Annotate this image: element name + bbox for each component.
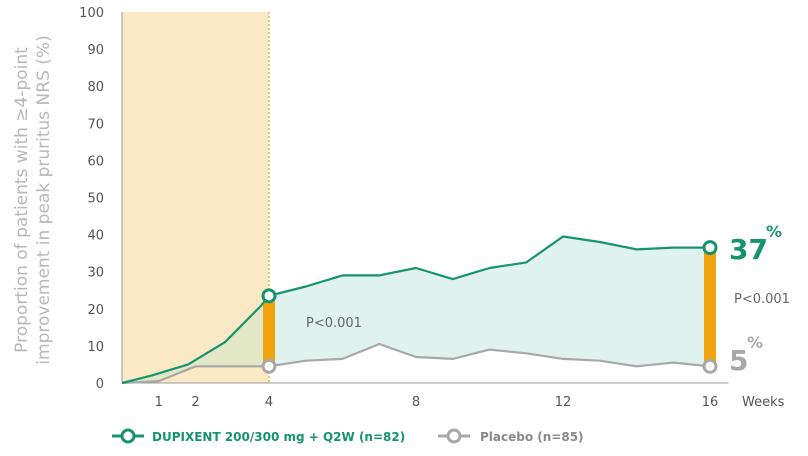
difference-area-early <box>122 295 269 383</box>
legend-label-dupixent: DUPIXENT 200/300 mg + Q2W (n=82) <box>152 430 405 444</box>
marker-placebo-week-16 <box>702 358 718 374</box>
difference-bar-week-16 <box>704 247 716 367</box>
difference-area-late <box>269 236 710 367</box>
y-tick-label: 20 <box>87 303 104 318</box>
end-value-dupixent: 37 <box>729 233 768 266</box>
end-percent-dupixent: % <box>766 222 782 241</box>
x-tick-label: 2 <box>191 395 199 410</box>
series-line-placebo <box>121 342 711 385</box>
x-tick-label: 16 <box>702 395 719 410</box>
y-tick-label: 90 <box>87 43 104 58</box>
legend-marker-placebo <box>446 428 462 444</box>
y-axis-label-line1: Proportion of patients with ≥4-point <box>12 47 32 353</box>
end-percent-placebo: % <box>747 333 763 352</box>
legend: DUPIXENT 200/300 mg + Q2W (n=82) Placebo… <box>112 428 584 444</box>
x-tick-label: 1 <box>155 395 163 410</box>
x-tick-label: 4 <box>265 395 273 410</box>
legend-label-placebo: Placebo (n=85) <box>480 430 584 444</box>
x-tick-label: 12 <box>555 395 572 410</box>
y-tick-label: 10 <box>87 340 104 355</box>
marker-placebo-week-4 <box>261 358 277 374</box>
y-tick-label: 100 <box>79 6 104 21</box>
y-tick-label: 30 <box>87 266 104 281</box>
y-axis-label-line2: improvement in peak pruritus NRS (%) <box>34 35 54 364</box>
legend-marker-dupixent <box>120 428 136 444</box>
marker-dupixent-week-16 <box>702 240 718 256</box>
y-tick-label: 70 <box>87 117 104 132</box>
difference-bar-week-4 <box>263 295 275 367</box>
y-tick-label: 80 <box>87 80 104 95</box>
x-axis-label: Weeks <box>742 395 785 410</box>
y-tick-label: 0 <box>96 377 104 392</box>
x-tick-label: 8 <box>412 395 420 410</box>
p-value-week-16: P<0.001 <box>734 292 790 307</box>
y-tick-label: 60 <box>87 154 104 169</box>
y-tick-label: 40 <box>87 229 104 244</box>
marker-dupixent-week-4 <box>261 288 277 304</box>
end-value-placebo: 5 <box>729 344 748 377</box>
y-tick-labels: 0 10 20 30 40 50 60 70 80 90 100 <box>79 6 104 392</box>
p-value-week-4: P<0.001 <box>306 316 362 331</box>
series-line-dupixent <box>121 235 710 385</box>
y-tick-label: 50 <box>87 192 104 207</box>
x-tick-labels: 1 2 4 8 12 16 <box>155 395 719 410</box>
